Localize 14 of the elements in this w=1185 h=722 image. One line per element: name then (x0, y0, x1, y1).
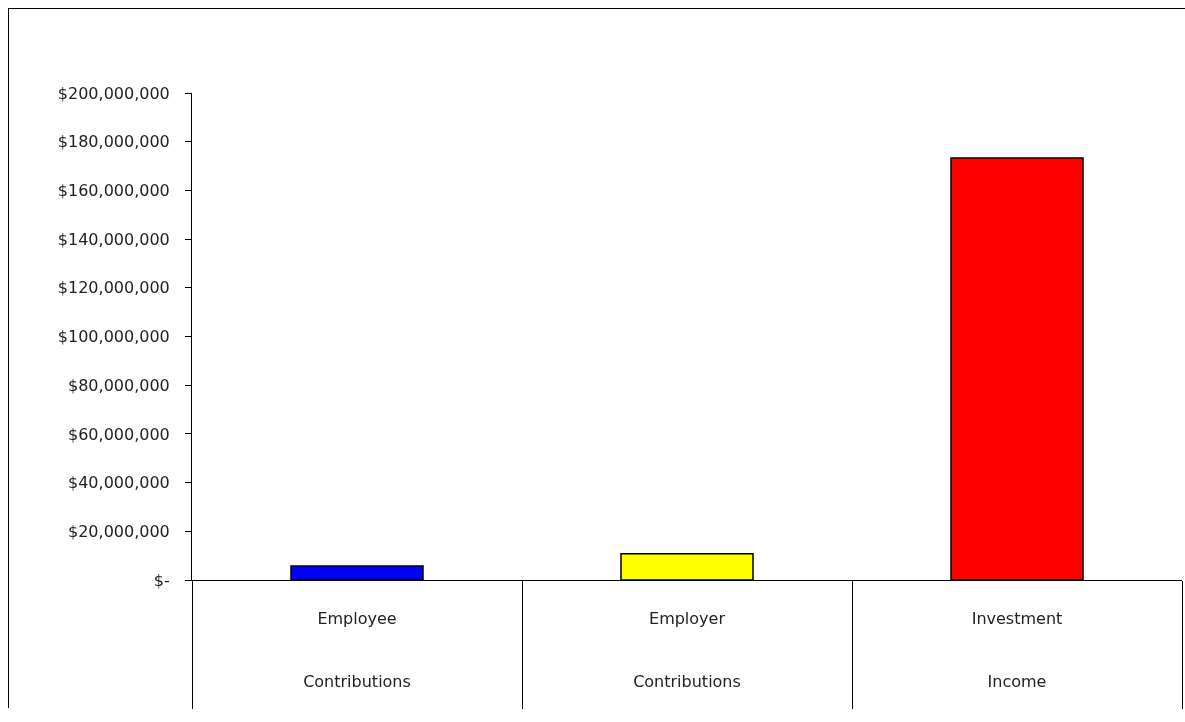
y-tick-label: $200,000,000 (57, 83, 170, 103)
category-label: Investment Income (971, 609, 1063, 691)
y-tick-label: $160,000,000 (57, 181, 170, 200)
y-tick-label: $60,000,000 (68, 424, 170, 444)
y-tick-label: $140,000,000 (57, 229, 170, 249)
y-tick-label: $20,000,000 (68, 521, 170, 541)
category-label: Employer Contributions (633, 609, 741, 691)
y-tick-label: $- (153, 570, 170, 590)
y-tick-label: $120,000,000 (57, 278, 170, 298)
y-tick-label: $80,000,000 (68, 375, 170, 395)
category-label: Employee Contributions (303, 609, 411, 691)
y-tick-label: $100,000,000 (57, 327, 170, 347)
y-tick-label: $180,000,000 (57, 132, 170, 152)
y-tick-label: $40,000,000 (68, 473, 170, 493)
